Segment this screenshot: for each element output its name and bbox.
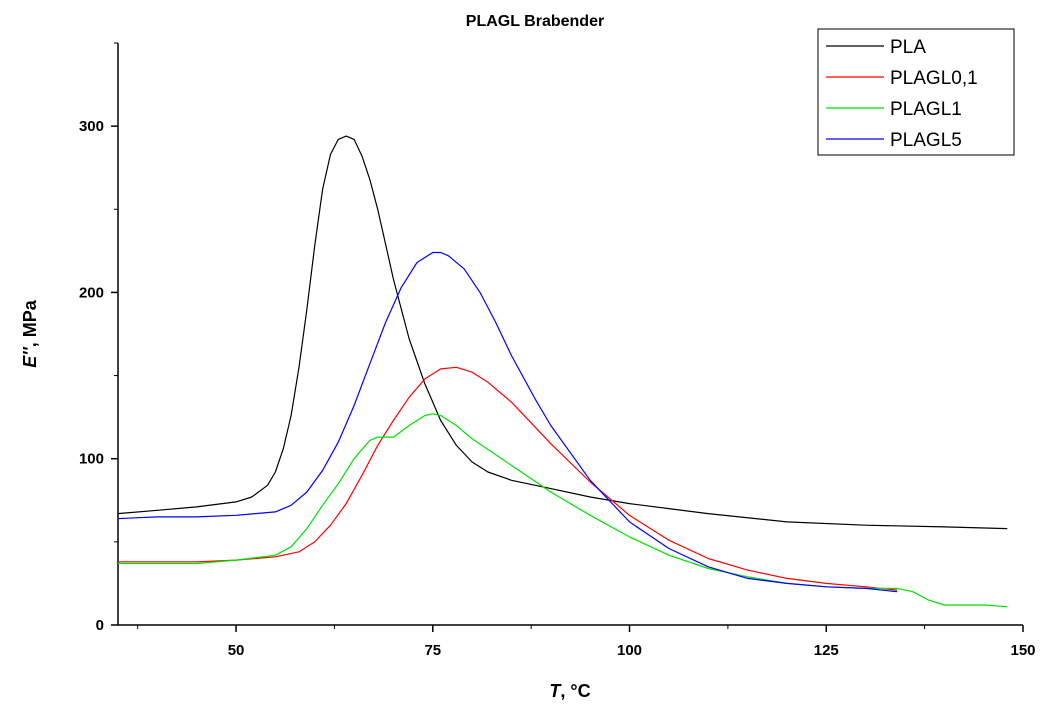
series-line-pla bbox=[117, 135, 1008, 530]
legend-label: PLA bbox=[890, 37, 926, 58]
series-lines bbox=[117, 135, 1008, 608]
legend-label: PLAGL5 bbox=[890, 130, 962, 151]
y-tick-label: 0 bbox=[96, 617, 104, 634]
legend: PLA PLAGL0,1 PLAGL1 PLAGL5 bbox=[817, 28, 1015, 156]
legend-box bbox=[817, 28, 1015, 156]
ticks bbox=[111, 42, 1024, 632]
y-axis-variable: E'' bbox=[20, 347, 40, 368]
y-tick-label: 300 bbox=[79, 118, 104, 135]
series-line-plagl1 bbox=[118, 413, 1008, 608]
x-tick-label: 100 bbox=[617, 642, 642, 659]
series-line-plagl0-1 bbox=[118, 366, 898, 591]
x-axis-unit: , °C bbox=[560, 681, 590, 701]
plot-area: 50 75 100 125 150 0 100 200 300 bbox=[79, 42, 1036, 659]
legend-entries: PLA PLAGL0,1 PLAGL1 PLAGL5 bbox=[826, 37, 978, 151]
series-line-plagl5 bbox=[117, 251, 898, 593]
y-tick-label: 100 bbox=[79, 451, 104, 468]
x-tick-label: 75 bbox=[424, 642, 441, 659]
legend-label: PLAGL0,1 bbox=[890, 68, 978, 89]
y-tick-label: 200 bbox=[79, 284, 104, 301]
x-axis-label: T, °C bbox=[549, 681, 590, 701]
x-axis-variable: T bbox=[549, 681, 562, 701]
x-tick-label: 150 bbox=[1010, 642, 1035, 659]
x-tick-label: 125 bbox=[814, 642, 839, 659]
chart-title: PLAGL Brabender bbox=[466, 13, 604, 30]
legend-label: PLAGL1 bbox=[890, 99, 962, 120]
y-axis-unit: , MPa bbox=[20, 299, 40, 347]
x-tick-label: 50 bbox=[228, 642, 245, 659]
y-axis-label: E'', MPa bbox=[20, 299, 40, 368]
tick-labels: 50 75 100 125 150 0 100 200 300 bbox=[79, 118, 1036, 659]
